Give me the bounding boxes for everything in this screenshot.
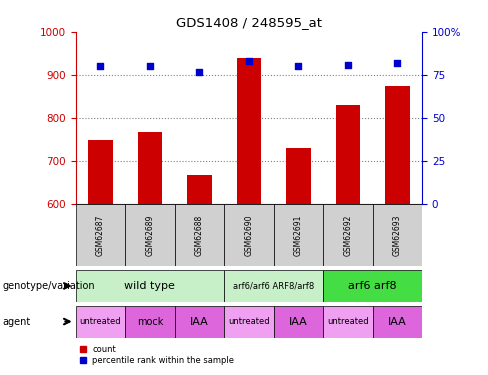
Bar — [224, 306, 274, 338]
Bar — [323, 306, 373, 338]
Bar — [175, 204, 224, 266]
Bar — [323, 270, 422, 302]
Legend: count, percentile rank within the sample: count, percentile rank within the sample — [80, 345, 234, 365]
Bar — [274, 306, 323, 338]
Bar — [286, 148, 311, 204]
Text: GSM62687: GSM62687 — [96, 214, 105, 256]
Text: arf6/arf6 ARF8/arf8: arf6/arf6 ARF8/arf8 — [233, 281, 314, 290]
Bar — [76, 306, 125, 338]
Point — [294, 63, 302, 69]
Bar — [274, 204, 323, 266]
Text: untreated: untreated — [228, 317, 270, 326]
Bar — [175, 306, 224, 338]
Bar — [187, 175, 212, 204]
Text: wild type: wild type — [124, 281, 175, 291]
Bar — [76, 204, 125, 266]
Bar — [323, 204, 373, 266]
Text: GSM62690: GSM62690 — [244, 214, 253, 256]
Point — [146, 63, 154, 69]
Bar — [224, 204, 274, 266]
Point — [97, 63, 104, 69]
Bar — [224, 270, 323, 302]
Text: arf6 arf8: arf6 arf8 — [348, 281, 397, 291]
Bar — [125, 204, 175, 266]
Text: agent: agent — [2, 316, 31, 327]
Text: IAA: IAA — [289, 316, 308, 327]
Bar — [373, 306, 422, 338]
Text: IAA: IAA — [388, 316, 407, 327]
Text: GSM62688: GSM62688 — [195, 214, 204, 256]
Point — [245, 58, 253, 64]
Text: untreated: untreated — [327, 317, 369, 326]
Point — [393, 60, 401, 66]
Bar — [373, 204, 422, 266]
Bar — [138, 132, 162, 204]
Point — [344, 62, 352, 68]
Bar — [88, 140, 113, 204]
Text: genotype/variation: genotype/variation — [2, 281, 95, 291]
Bar — [76, 270, 224, 302]
Text: untreated: untreated — [80, 317, 121, 326]
Point — [196, 69, 203, 75]
Bar — [385, 86, 410, 204]
Bar — [125, 306, 175, 338]
Text: GSM62693: GSM62693 — [393, 214, 402, 256]
Text: GSM62691: GSM62691 — [294, 214, 303, 256]
Bar — [336, 105, 360, 204]
Text: GSM62689: GSM62689 — [145, 214, 154, 256]
Bar — [237, 58, 261, 204]
Text: GSM62692: GSM62692 — [344, 214, 352, 256]
Text: IAA: IAA — [190, 316, 209, 327]
Text: mock: mock — [137, 316, 163, 327]
Title: GDS1408 / 248595_at: GDS1408 / 248595_at — [176, 16, 322, 29]
